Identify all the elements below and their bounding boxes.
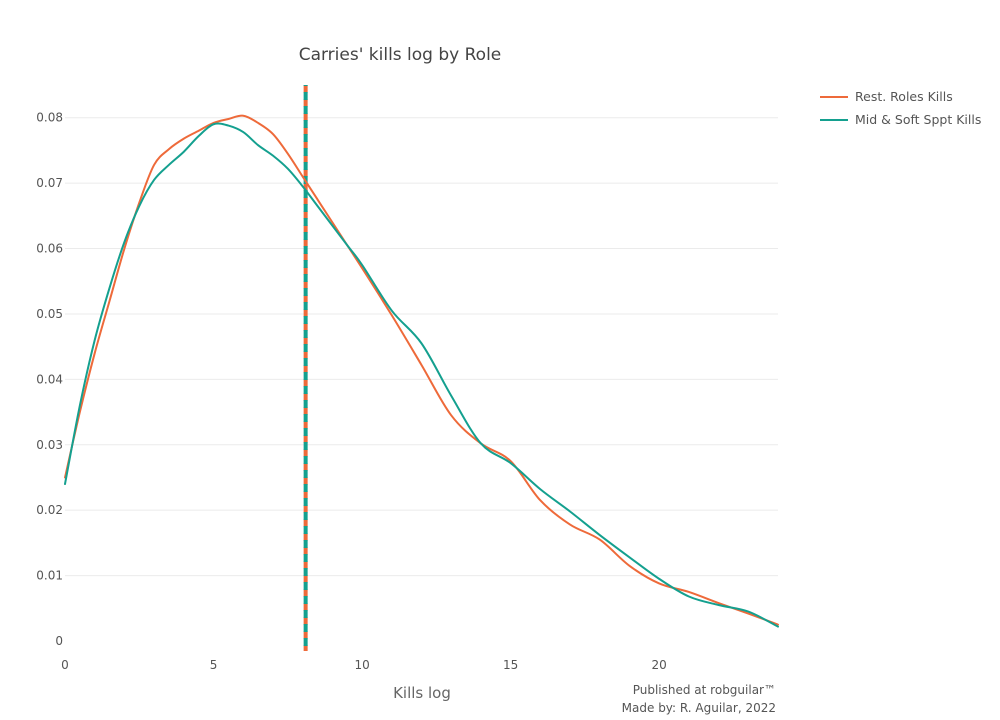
x-tick-label: 20 — [652, 658, 667, 672]
series-lines — [64, 114, 779, 628]
y-tick-label: 0.02 — [36, 503, 63, 517]
legend-label: Rest. Roles Kills — [855, 89, 953, 104]
y-tick-label: 0 — [55, 634, 63, 648]
tick-labels: 0 0.01 0.02 0.03 0.04 0.05 0.06 0.07 0.08 0 5 10 15 2… — [36, 111, 667, 672]
y-tick-label: 0.04 — [36, 372, 63, 386]
y-tick-label: 0.03 — [36, 438, 63, 452]
x-tick-label: 5 — [210, 658, 218, 672]
series-line-1 — [64, 122, 779, 628]
credit-author: Made by: R. Aguilar, 2022 — [622, 701, 776, 715]
x-tick-label: 15 — [503, 658, 518, 672]
credit-published: Published at robguilar™ — [633, 683, 776, 697]
legend-item-1[interactable]: Mid & Soft Sppt Kills — [820, 112, 981, 127]
legend-item-0[interactable]: Rest. Roles Kills — [820, 89, 953, 104]
chart-title: Carries' kills log by Role — [299, 45, 502, 65]
legend[interactable]: Rest. Roles Kills Mid & Soft Sppt Kills — [820, 89, 981, 127]
y-tick-label: 0.05 — [36, 307, 63, 321]
x-tick-label: 10 — [354, 658, 369, 672]
series-line-0 — [64, 114, 779, 626]
grid — [65, 117, 778, 577]
y-tick-label: 0.01 — [36, 569, 63, 583]
y-tick-label: 0.06 — [36, 242, 63, 256]
y-tick-label: 0.08 — [36, 111, 63, 125]
legend-label: Mid & Soft Sppt Kills — [855, 112, 981, 127]
x-axis-label: Kills log — [393, 684, 451, 702]
x-tick-label: 0 — [61, 658, 69, 672]
y-tick-label: 0.07 — [36, 176, 63, 190]
